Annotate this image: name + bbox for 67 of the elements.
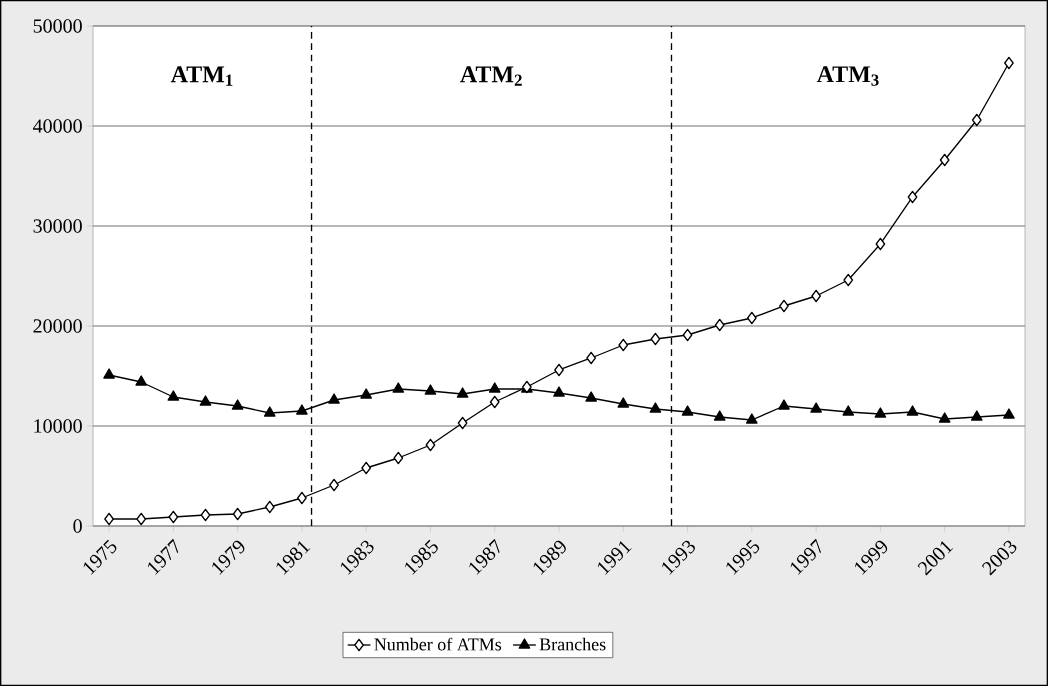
point	[939, 153, 950, 167]
point	[296, 404, 308, 415]
y-tick-label: 40000	[33, 119, 82, 133]
point	[713, 410, 726, 421]
point	[618, 338, 629, 352]
point	[811, 289, 821, 303]
point	[103, 368, 115, 379]
legend-label: Branches	[539, 637, 606, 651]
y-tick-label: 50000	[33, 19, 82, 33]
point	[649, 402, 662, 413]
point	[586, 351, 597, 365]
point	[907, 190, 918, 204]
point	[971, 113, 982, 127]
point	[778, 399, 790, 410]
point	[938, 412, 951, 423]
point	[617, 397, 630, 408]
point	[361, 461, 372, 475]
point	[136, 512, 147, 526]
point	[650, 332, 661, 346]
point	[168, 510, 179, 524]
point	[264, 500, 275, 514]
point	[746, 311, 757, 325]
point	[810, 402, 822, 413]
point	[425, 438, 436, 452]
y-tick-label: 30000	[33, 219, 82, 233]
point	[682, 328, 693, 342]
point	[457, 416, 468, 430]
point	[745, 413, 758, 424]
annotation: ATM$_{2}$	[460, 66, 522, 86]
point	[232, 507, 243, 521]
point	[554, 363, 564, 377]
annotation: ATM$_{1}$	[170, 66, 233, 86]
point	[200, 508, 211, 522]
annotation: ATM$_{3}$	[816, 66, 879, 86]
point	[424, 384, 437, 395]
point	[135, 375, 148, 386]
point	[489, 395, 500, 409]
point	[393, 451, 404, 465]
point	[1004, 56, 1014, 70]
point	[167, 390, 180, 401]
y-tick-label: 0	[73, 519, 82, 533]
point	[970, 410, 983, 421]
point	[779, 299, 789, 313]
point	[553, 386, 565, 397]
point	[842, 405, 855, 416]
point	[456, 387, 469, 398]
point	[1003, 408, 1015, 419]
point	[488, 382, 501, 393]
point	[874, 407, 887, 418]
point	[714, 318, 725, 332]
legend-label: Number of ATMs	[374, 637, 502, 651]
y-tick-label: 10000	[34, 419, 82, 433]
point	[297, 491, 307, 505]
point	[329, 478, 339, 492]
y-tick-label: 20000	[33, 319, 82, 333]
point	[104, 512, 114, 526]
point	[906, 405, 919, 416]
point	[231, 399, 244, 410]
point	[585, 391, 598, 402]
point	[199, 395, 212, 406]
point	[392, 382, 405, 393]
point	[263, 406, 276, 417]
point	[681, 405, 694, 416]
point	[875, 237, 886, 251]
point	[843, 273, 854, 287]
point	[360, 388, 373, 399]
point	[328, 393, 340, 404]
